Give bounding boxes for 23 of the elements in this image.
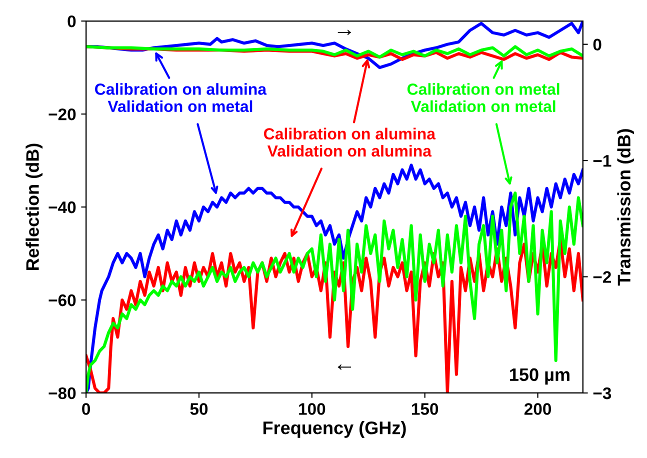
x-tick-label: 100 (299, 403, 326, 415)
y-tick-label: −20 (48, 108, 76, 120)
y2-tick-label: −2 (593, 271, 612, 283)
annotation: → (338, 30, 352, 36)
x-axis-title: Frequency (GHz) (263, 421, 406, 438)
y2-tick-label: −1 (593, 155, 612, 167)
y2-tick-label: 0 (593, 38, 602, 51)
x-tick-label: 150 (412, 403, 438, 415)
y-tick-label: −80 (48, 387, 76, 400)
annotation: Calibration on alumina Validation on alumina (264, 128, 436, 157)
y-axis-title: Reflection (dB) (26, 144, 42, 270)
x-tick-label: 0 (82, 403, 90, 415)
y-tick-label: 0 (68, 15, 76, 28)
x-tick-label: 200 (524, 403, 551, 415)
y-tick-label: −60 (48, 294, 76, 306)
annotation: ← (338, 364, 352, 370)
y-tick-label: −40 (48, 201, 76, 214)
annotation: 150 µm (510, 368, 570, 385)
y2-axis-title: Transmission (dB) (617, 129, 634, 286)
annotation: Calibration on metal Validation on metal (407, 83, 560, 112)
annotation: Calibration on alumina Validation on metal (95, 83, 267, 112)
x-tick-label: 50 (190, 403, 208, 415)
y2-tick-label: −3 (593, 387, 612, 400)
